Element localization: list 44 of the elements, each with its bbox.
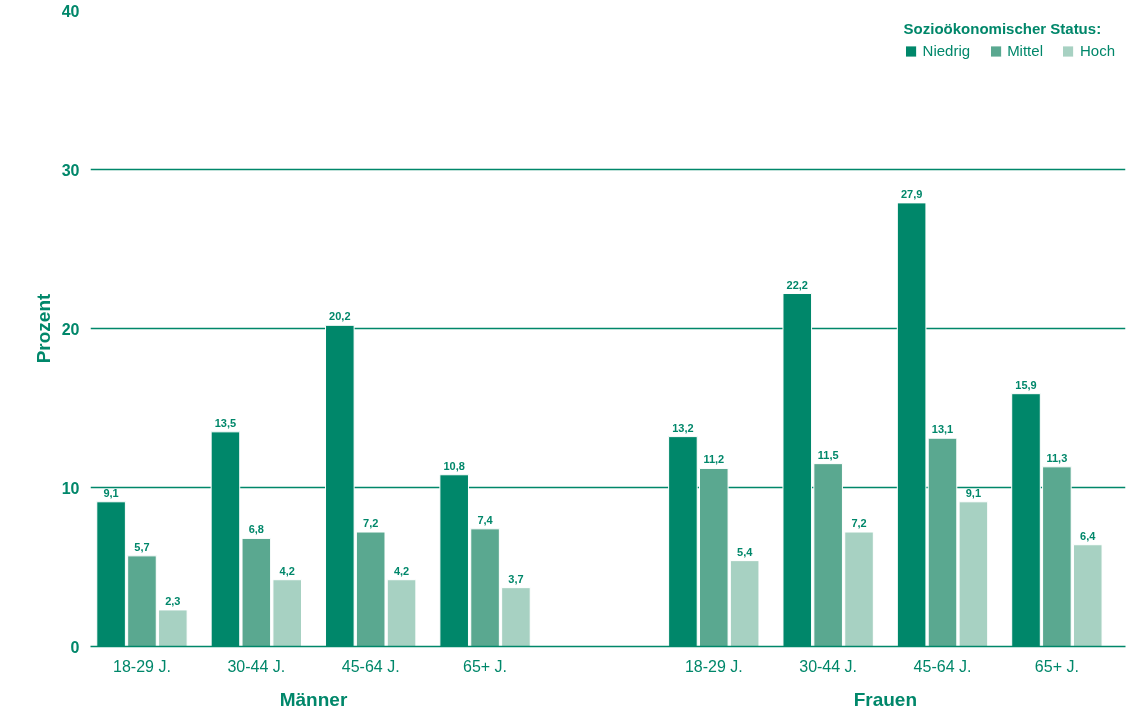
x-tick-label: 30-44 J. (799, 657, 858, 675)
x-tick-label: 18-29 J. (113, 657, 171, 675)
y-tick-label: 20 (61, 320, 80, 338)
data-label: 5,4 (737, 545, 754, 558)
data-label: 9,1 (103, 486, 119, 499)
data-label: 4,2 (393, 564, 410, 577)
data-label: 27,9 (900, 187, 923, 200)
legend-label: Niedrig (922, 42, 971, 59)
data-label: 7,2 (363, 517, 379, 530)
x-tick-label: 65+ J. (1034, 657, 1079, 675)
data-label: 22,2 (786, 278, 808, 291)
x-tick-label: 30-44 J. (227, 657, 286, 675)
y-tick-label: 30 (61, 161, 80, 179)
data-label: 2,3 (165, 594, 181, 607)
y-axis-title: Prozent (32, 292, 54, 364)
data-label: 10,8 (443, 459, 465, 472)
data-label: 6,4 (1080, 529, 1097, 542)
data-label: 11,5 (817, 448, 839, 461)
data-label: 9,1 (965, 486, 982, 499)
data-label: 15,9 (1015, 378, 1037, 391)
x-tick-label: 45-64 J. (341, 657, 400, 675)
data-label: 5,7 (134, 540, 150, 553)
y-tick-label: 10 (61, 479, 80, 497)
legend-label: Hoch (1079, 42, 1115, 59)
x-tick-label: 45-64 J. (913, 657, 972, 675)
legend-title: Sozioökonomischer Status: (903, 20, 1103, 37)
data-label: 11,2 (703, 453, 725, 466)
data-label: 13,5 (214, 416, 237, 429)
legend-label: Mittel (1007, 42, 1043, 59)
x-tick-label: 18-29 J. (684, 657, 743, 675)
data-label: 13,2 (672, 421, 694, 434)
y-tick-label: 40 (61, 2, 80, 20)
y-tick-label: 0 (70, 638, 80, 656)
data-label: 13,1 (931, 423, 954, 436)
data-label: 11,3 (1046, 451, 1068, 464)
data-label: 6,8 (248, 523, 264, 536)
data-label: 7,4 (477, 513, 494, 526)
data-label: 7,2 (851, 517, 867, 530)
data-label: 3,7 (508, 572, 524, 585)
x-tick-label: 65+ J. (463, 657, 508, 675)
data-label: 20,2 (329, 310, 351, 323)
text: Frauen (853, 688, 918, 710)
text: Männer (279, 688, 348, 710)
data-label: 4,2 (279, 564, 295, 577)
